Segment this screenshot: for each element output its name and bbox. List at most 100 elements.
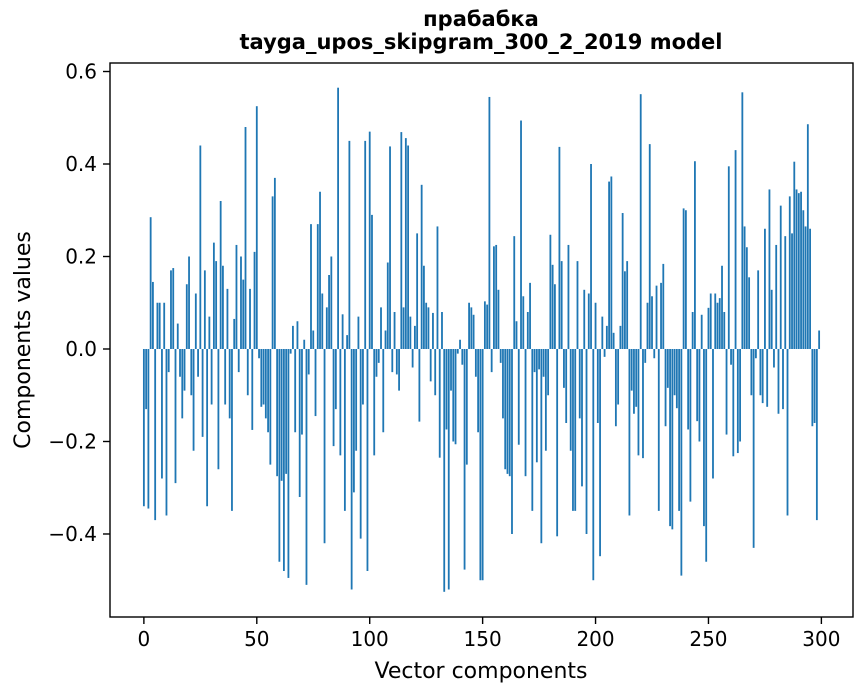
bar [662, 263, 665, 349]
bar [671, 349, 674, 530]
bar [312, 330, 315, 349]
bar [174, 349, 177, 484]
bar [411, 349, 414, 368]
bar [273, 177, 276, 349]
bar [296, 321, 299, 349]
bar [626, 261, 629, 349]
bar [483, 301, 486, 349]
bar [502, 349, 504, 419]
bar [316, 224, 319, 349]
y-axis-label: Components values [11, 231, 36, 449]
chart-title-line2: tayga_upos_skipgram_300_2_2019 model [240, 30, 723, 54]
bar [547, 349, 550, 396]
bar [409, 316, 412, 349]
x-tick-label: 200 [576, 627, 614, 651]
bar [666, 349, 669, 388]
bar [172, 268, 175, 349]
bar [285, 349, 288, 474]
bar [745, 247, 748, 349]
bar [540, 349, 543, 544]
bar [332, 349, 335, 447]
bar [782, 349, 784, 410]
bar [684, 210, 687, 349]
bar [770, 289, 773, 349]
bar [574, 349, 577, 511]
bar [447, 349, 450, 590]
bar [504, 349, 507, 470]
bar [474, 349, 477, 377]
bar [754, 349, 757, 359]
bar [314, 349, 317, 417]
bar [253, 251, 256, 349]
x-tick-label: 50 [244, 627, 269, 651]
bar [371, 214, 373, 349]
bar [648, 144, 651, 349]
bar [700, 314, 703, 349]
bar [592, 349, 595, 581]
bar [219, 201, 222, 349]
bar [802, 210, 805, 349]
bar [522, 296, 525, 349]
bar [454, 349, 457, 445]
bar [815, 349, 818, 521]
bar [759, 349, 762, 396]
bar [786, 349, 789, 516]
bar [653, 349, 656, 359]
bar [590, 164, 592, 349]
bar [161, 349, 163, 479]
bar [716, 302, 719, 349]
bar [558, 146, 561, 349]
bar [596, 349, 599, 423]
bar [497, 289, 500, 349]
bar [517, 349, 520, 445]
bar [680, 349, 683, 576]
bar [569, 349, 572, 451]
bar [353, 349, 355, 493]
bar [642, 349, 644, 459]
bar [443, 349, 446, 592]
bar [743, 226, 746, 349]
bar [477, 349, 480, 433]
bar [210, 349, 213, 405]
bar [531, 349, 534, 511]
bar [515, 321, 518, 349]
bar [551, 264, 554, 349]
bar [255, 106, 258, 349]
bar [612, 332, 615, 349]
bar [614, 349, 617, 427]
bar [718, 298, 721, 349]
bar [231, 349, 233, 511]
bar [764, 228, 766, 349]
axis-ticks [103, 70, 823, 624]
x-tick-label: 300 [802, 627, 840, 651]
bar [350, 349, 353, 590]
bar [359, 349, 362, 539]
bar [565, 349, 568, 423]
bar [407, 145, 410, 349]
bar [441, 312, 443, 349]
bar [280, 349, 283, 481]
bar [142, 349, 145, 507]
bar [617, 349, 620, 405]
bar [603, 349, 606, 357]
bar [529, 282, 531, 349]
bar [452, 349, 455, 442]
bar [240, 256, 242, 349]
bar [228, 349, 231, 419]
bar [185, 284, 188, 349]
bar [398, 349, 400, 391]
bar [434, 349, 437, 396]
bar [739, 349, 741, 442]
bar [400, 132, 403, 349]
bar [404, 138, 407, 349]
bar [346, 335, 349, 349]
bar [761, 349, 764, 404]
bar [226, 288, 229, 349]
bar [752, 349, 755, 548]
bar [183, 349, 186, 391]
bar [678, 349, 681, 511]
bar [438, 349, 441, 458]
bar [330, 256, 333, 349]
bar [797, 193, 800, 349]
bar [506, 349, 509, 474]
